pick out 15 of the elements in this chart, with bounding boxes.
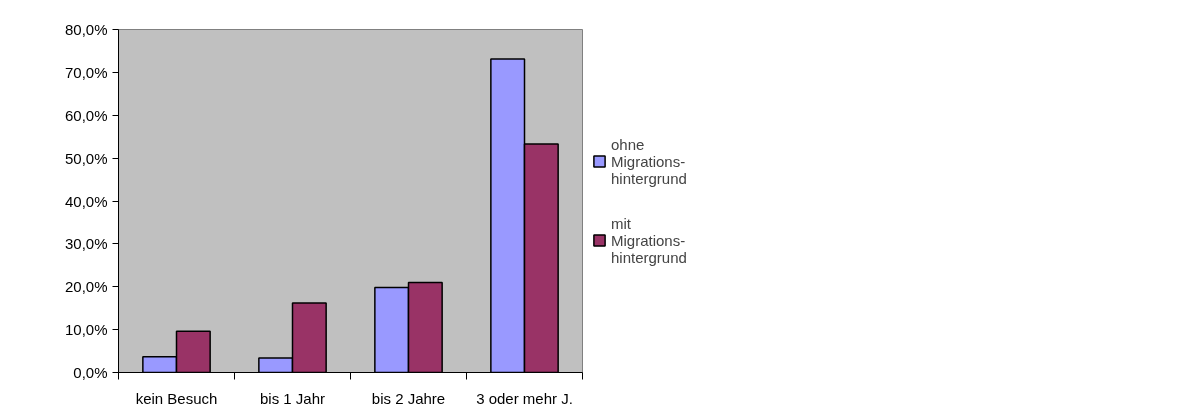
x-tick-label: kein Besuch: [135, 389, 218, 407]
y-tick-label: 40,0%: [64, 192, 108, 210]
y-tick-label: 30,0%: [64, 235, 108, 253]
y-tick-label: 80,0%: [64, 21, 108, 38]
x-tick-label: bis 1 Jahr: [259, 389, 326, 407]
x-tick-label: bis 2 Jahre: [371, 389, 446, 407]
y-tick-label: 70,0%: [64, 63, 108, 81]
y-tick-label: 10,0%: [64, 321, 108, 339]
y-tick-label: 20,0%: [64, 278, 108, 296]
legend-label: mit Migrations- hintergrund: [611, 214, 687, 266]
legend-label: ohne Migrations- hintergrund: [611, 135, 687, 187]
y-tick-label: 50,0%: [64, 149, 108, 167]
x-tick-label: 3 oder mehr J.: [476, 389, 573, 407]
y-tick-label: 0,0%: [73, 364, 108, 381]
y-tick-label: 60,0%: [64, 106, 108, 124]
